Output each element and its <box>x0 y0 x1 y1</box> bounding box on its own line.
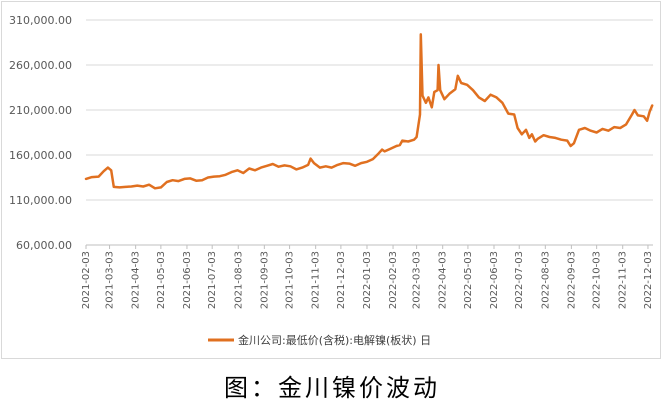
x-tick-label: 2021-11-03 <box>311 251 322 309</box>
series-line-nickel-price <box>84 33 654 190</box>
figure-caption: 图：金川镍价波动 <box>224 374 440 402</box>
x-tick-label: 2021-10-03 <box>285 251 296 309</box>
series-group <box>84 33 654 190</box>
x-tick-label: 2021-02-03 <box>81 251 92 309</box>
x-tick-label: 2021-04-03 <box>131 251 142 309</box>
y-axis-ticks: 60,000.00 110,000.00 160,000.00 210,000.00 2… <box>9 14 72 252</box>
y-tick-label: 160,000.00 <box>9 149 72 162</box>
chart-svg: 60,000.00 110,000.00 160,000.00 210,000.00 2… <box>9 14 654 347</box>
x-tick-label: 2021-03-03 <box>105 251 116 309</box>
y-tick-label: 60,000.00 <box>16 239 72 252</box>
x-tick-label: 2021-12-03 <box>336 251 347 309</box>
y-tick-label: 210,000.00 <box>9 104 72 117</box>
x-tick-label: 2022-11-03 <box>618 251 629 309</box>
x-tick-label: 2021-06-03 <box>182 251 193 309</box>
x-tick-label: 2021-08-03 <box>233 251 244 309</box>
x-tick-label: 2022-04-03 <box>438 251 449 309</box>
x-tick-label: 2022-12-03 <box>643 251 654 309</box>
x-tick-label: 2022-03-03 <box>412 251 423 309</box>
y-tick-label: 110,000.00 <box>9 194 72 207</box>
x-tick-label: 2022-06-03 <box>489 251 500 309</box>
x-tick-label: 2022-10-03 <box>592 251 603 309</box>
x-tick-label: 2021-09-03 <box>259 251 270 309</box>
legend-label: 金川公司:最低价(含税):电解镍(板状) 日 <box>238 333 431 347</box>
x-tick-label: 2022-02-03 <box>388 251 399 309</box>
gridlines <box>86 19 653 246</box>
legend: 金川公司:最低价(含税):电解镍(板状) 日 <box>208 333 431 347</box>
x-tick-label: 2022-01-03 <box>362 251 373 309</box>
x-tick-label: 2021-07-03 <box>207 251 218 309</box>
x-tick-label: 2022-08-03 <box>540 251 551 309</box>
x-tick-label: 2021-05-03 <box>156 251 167 309</box>
chart-frame <box>1 1 661 359</box>
x-tick-label: 2022-09-03 <box>566 251 577 309</box>
x-axis-ticks: 2021-02-03 2021-03-03 2021-04-03 2021-05-03… <box>81 245 654 309</box>
x-tick-label: 2022-05-03 <box>463 251 474 309</box>
y-tick-label: 310,000.00 <box>9 14 72 27</box>
x-tick-label: 2022-07-03 <box>514 251 525 309</box>
y-tick-label: 260,000.00 <box>9 59 72 72</box>
